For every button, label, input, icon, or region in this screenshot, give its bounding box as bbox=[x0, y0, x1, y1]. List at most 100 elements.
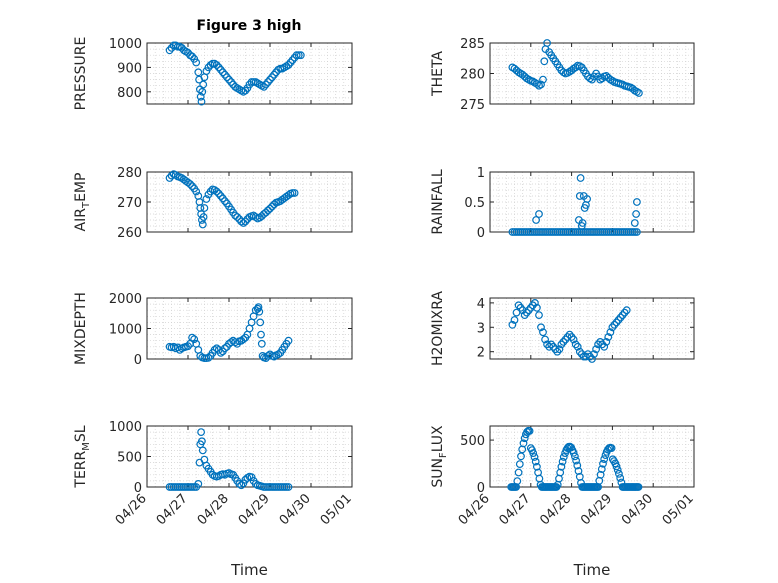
y-axis-label: RAINFALL bbox=[430, 169, 446, 234]
data-point bbox=[516, 303, 525, 312]
y-tick-label: 270 bbox=[117, 196, 142, 211]
data-point bbox=[612, 462, 621, 471]
data-point bbox=[558, 457, 567, 466]
data-point bbox=[535, 311, 543, 320]
data-point bbox=[557, 462, 566, 471]
data-point bbox=[565, 330, 574, 339]
y-tick-label: 2 bbox=[477, 346, 485, 361]
data-point bbox=[260, 82, 268, 91]
panel-air-temp: 260 270 280 AIRTEMP bbox=[73, 166, 353, 241]
y-tick-label: 0.5 bbox=[464, 196, 485, 211]
data-point bbox=[204, 353, 213, 362]
x-axis-label: Time bbox=[230, 561, 268, 579]
x-tick-label: 04/28 bbox=[537, 491, 574, 528]
x-tick-label: 04/26 bbox=[456, 491, 493, 528]
data-point bbox=[270, 200, 279, 209]
data-point bbox=[175, 346, 184, 354]
data-point bbox=[607, 444, 616, 453]
data-point bbox=[592, 345, 600, 354]
data-point bbox=[634, 483, 643, 491]
data-point bbox=[508, 320, 517, 329]
data-point bbox=[199, 213, 208, 221]
data-point bbox=[198, 87, 207, 96]
data-point bbox=[199, 80, 208, 89]
data-point bbox=[188, 52, 197, 61]
data-point bbox=[264, 78, 272, 86]
y-axis-label: H2OMIXRA bbox=[430, 291, 446, 366]
data-point bbox=[531, 457, 540, 466]
y-tick-label: 280 bbox=[460, 68, 485, 83]
y-axis-label: TERRMSL bbox=[73, 425, 92, 488]
data-point bbox=[633, 198, 641, 206]
data-point bbox=[533, 303, 541, 312]
data-point bbox=[282, 483, 291, 491]
y-tick-label: 3 bbox=[477, 321, 485, 336]
y-axis-label: THETA bbox=[430, 51, 446, 97]
data-point bbox=[532, 216, 540, 224]
data-point bbox=[572, 456, 580, 465]
data-point bbox=[210, 346, 219, 354]
data-point bbox=[235, 480, 244, 488]
data-point bbox=[573, 342, 582, 351]
data-point bbox=[522, 308, 531, 317]
panel-terr-msl: 0 500 1000 TERRMSL bbox=[73, 420, 353, 496]
data-point bbox=[257, 339, 266, 348]
data-point bbox=[294, 51, 303, 60]
data-point bbox=[528, 301, 537, 310]
data-point bbox=[197, 437, 206, 446]
data-point bbox=[216, 349, 225, 357]
data-point bbox=[288, 56, 297, 64]
data-point bbox=[556, 468, 565, 477]
data-point bbox=[630, 219, 639, 227]
data-point bbox=[612, 318, 621, 327]
data-point bbox=[198, 220, 207, 229]
data-point bbox=[514, 468, 523, 477]
data-point bbox=[604, 333, 613, 341]
data-point bbox=[171, 171, 180, 179]
x-tick-label: 04/27 bbox=[497, 491, 534, 528]
data-point bbox=[519, 439, 528, 448]
data-point bbox=[190, 335, 199, 344]
data-point bbox=[290, 189, 299, 197]
data-point bbox=[270, 352, 279, 361]
x-axis-label: Time bbox=[573, 561, 611, 579]
data-point bbox=[600, 455, 609, 464]
y-tick-label: 0 bbox=[134, 481, 142, 496]
panel-mixdepth: 0 1000 2000 MIXDEPTH bbox=[73, 292, 353, 368]
data-point bbox=[540, 57, 549, 66]
data-point bbox=[296, 51, 305, 60]
x-tick-label: 04/29 bbox=[578, 491, 615, 528]
data-point bbox=[533, 79, 541, 88]
data-point bbox=[292, 51, 301, 60]
y-tick-label: 4 bbox=[477, 297, 485, 312]
data-point bbox=[284, 483, 293, 491]
y-tick-label: 500 bbox=[117, 451, 142, 466]
data-point bbox=[270, 70, 279, 79]
data-point bbox=[535, 210, 543, 218]
data-point bbox=[555, 345, 564, 354]
panel-pressure: 800 900 1000 PRESSURE bbox=[73, 37, 353, 110]
y-tick-label: 0 bbox=[134, 353, 142, 368]
data-point bbox=[569, 335, 578, 344]
data-point bbox=[533, 462, 541, 471]
data-point bbox=[610, 320, 619, 329]
y-tick-label: 800 bbox=[117, 86, 142, 101]
y-tick-label: 1000 bbox=[109, 323, 142, 338]
y-tick-label: 280 bbox=[117, 166, 142, 181]
x-tick-label: 04/26 bbox=[113, 491, 150, 528]
data-point bbox=[262, 80, 270, 89]
data-point bbox=[225, 75, 233, 84]
data-point bbox=[198, 446, 207, 455]
data-point bbox=[608, 455, 617, 464]
data-point bbox=[590, 350, 598, 359]
y-tick-label: 500 bbox=[460, 434, 485, 449]
data-point bbox=[575, 347, 584, 356]
y-axis-label: AIRTEMP bbox=[73, 173, 92, 232]
data-point bbox=[559, 453, 568, 461]
data-point bbox=[597, 465, 606, 474]
data-point bbox=[184, 342, 192, 351]
y-tick-label: 0 bbox=[477, 481, 485, 496]
y-tick-label: 260 bbox=[117, 226, 142, 241]
x-tick-label: 04/28 bbox=[195, 491, 232, 528]
